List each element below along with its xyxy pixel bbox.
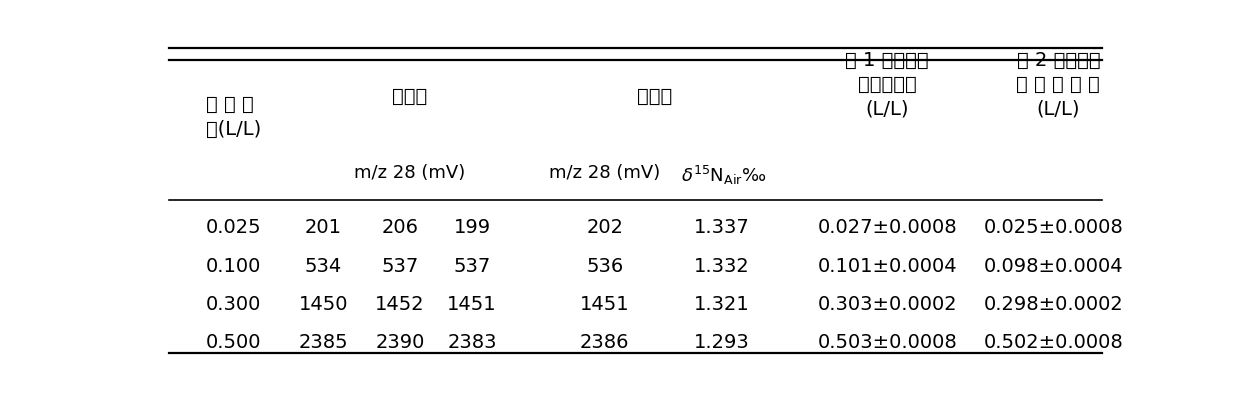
Text: 1452: 1452 bbox=[376, 295, 425, 314]
Text: 2386: 2386 bbox=[580, 333, 630, 352]
Text: 0.025: 0.025 bbox=[206, 218, 262, 237]
Text: 1.332: 1.332 bbox=[694, 257, 750, 276]
Text: m/z 28 (mV): m/z 28 (mV) bbox=[355, 164, 465, 182]
Text: 图 1 中标准曲
线计算浓度
(L/L): 图 1 中标准曲 线计算浓度 (L/L) bbox=[846, 51, 929, 118]
Text: 206: 206 bbox=[382, 218, 419, 237]
Text: 1.293: 1.293 bbox=[694, 333, 750, 352]
Text: 0.098±0.0004: 0.098±0.0004 bbox=[983, 257, 1123, 276]
Text: 测量值: 测量值 bbox=[392, 87, 428, 106]
Text: 0.502±0.0008: 0.502±0.0008 bbox=[983, 333, 1123, 352]
Text: 0.100: 0.100 bbox=[206, 257, 262, 276]
Text: 2383: 2383 bbox=[448, 333, 497, 352]
Text: 199: 199 bbox=[454, 218, 491, 237]
Text: 2390: 2390 bbox=[376, 333, 425, 352]
Text: 1.337: 1.337 bbox=[694, 218, 750, 237]
Text: 0.101±0.0004: 0.101±0.0004 bbox=[817, 257, 957, 276]
Text: 理 论 浓
度(L/L): 理 论 浓 度(L/L) bbox=[206, 95, 262, 139]
Text: m/z 28 (mV): m/z 28 (mV) bbox=[549, 164, 661, 182]
Text: 图 2 中标准曲
线 计 算 浓 度
(L/L): 图 2 中标准曲 线 计 算 浓 度 (L/L) bbox=[1017, 51, 1100, 118]
Text: 1450: 1450 bbox=[299, 295, 348, 314]
Text: $\delta^{15}$N$_\mathrm{Air}$‰: $\delta^{15}$N$_\mathrm{Air}$‰ bbox=[681, 164, 766, 187]
Text: 0.025±0.0008: 0.025±0.0008 bbox=[983, 218, 1123, 237]
Text: 0.027±0.0008: 0.027±0.0008 bbox=[817, 218, 957, 237]
Text: 536: 536 bbox=[587, 257, 624, 276]
Text: 2385: 2385 bbox=[299, 333, 348, 352]
Text: 0.303±0.0002: 0.303±0.0002 bbox=[817, 295, 957, 314]
Text: 534: 534 bbox=[305, 257, 342, 276]
Text: 0.503±0.0008: 0.503±0.0008 bbox=[817, 333, 957, 352]
Text: 0.500: 0.500 bbox=[206, 333, 262, 352]
Text: 1451: 1451 bbox=[448, 295, 497, 314]
Text: 0.300: 0.300 bbox=[206, 295, 262, 314]
Text: 202: 202 bbox=[587, 218, 624, 237]
Text: 201: 201 bbox=[305, 218, 342, 237]
Text: 平均值: 平均值 bbox=[637, 87, 672, 106]
Text: 1451: 1451 bbox=[580, 295, 630, 314]
Text: 537: 537 bbox=[454, 257, 491, 276]
Text: 0.298±0.0002: 0.298±0.0002 bbox=[983, 295, 1123, 314]
Text: 1.321: 1.321 bbox=[694, 295, 750, 314]
Text: 537: 537 bbox=[382, 257, 419, 276]
